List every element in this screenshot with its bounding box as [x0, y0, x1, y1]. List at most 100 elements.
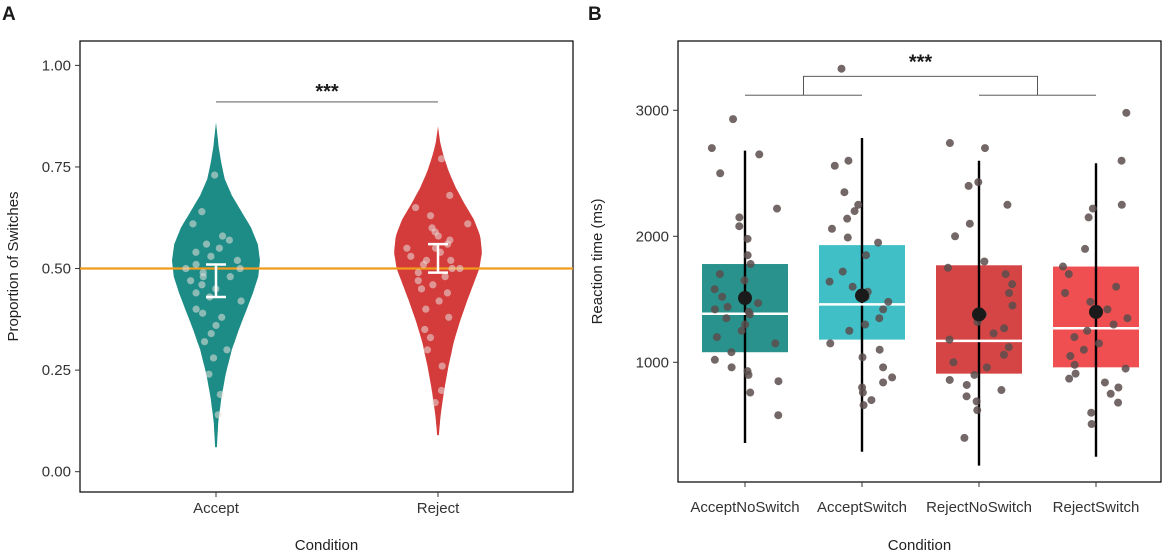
data-point	[825, 277, 834, 286]
data-point	[875, 314, 884, 323]
data-point	[1003, 200, 1012, 209]
data-point	[205, 370, 213, 378]
panel-a-letter: A	[2, 4, 16, 25]
data-point	[209, 354, 218, 362]
data-point	[744, 370, 753, 379]
data-point	[1079, 345, 1088, 354]
y-tick-label: 3000	[636, 102, 669, 119]
x-tick-label: RejectSwitch	[1053, 499, 1140, 516]
data-point	[716, 169, 725, 178]
data-point	[437, 386, 446, 395]
data-point	[837, 64, 846, 73]
panel-b: B 1000 2000 3000 AcceptNoSwitch AcceptSwitc…	[588, 4, 1162, 554]
data-point	[840, 188, 849, 197]
data-point	[212, 321, 220, 330]
panel-a-x-axis-title: Condition	[295, 537, 358, 554]
data-point	[884, 297, 893, 306]
data-point	[1106, 389, 1115, 398]
data-point	[1008, 280, 1017, 289]
data-point	[225, 236, 233, 244]
data-point	[421, 325, 429, 334]
data-point	[1094, 339, 1103, 348]
data-point	[199, 268, 207, 277]
data-point	[712, 333, 721, 342]
data-point	[1100, 378, 1109, 387]
data-point	[727, 348, 736, 357]
data-point	[848, 282, 857, 291]
data-point	[423, 346, 432, 354]
data-point	[951, 232, 960, 241]
y-tick-label: 0.25	[42, 362, 71, 379]
y-tick-label: 1000	[636, 354, 669, 371]
data-point	[949, 358, 958, 367]
data-point	[1008, 301, 1017, 310]
data-point	[973, 406, 982, 415]
x-tick-label: AcceptNoSwitch	[690, 499, 799, 516]
data-point	[1121, 364, 1130, 373]
data-point	[754, 299, 763, 308]
y-tick-label: 0.75	[42, 159, 71, 176]
data-point	[830, 161, 839, 170]
data-point	[710, 285, 719, 294]
data-point	[236, 264, 244, 273]
data-point	[435, 297, 443, 305]
panel-b-frame	[677, 40, 1162, 483]
data-point	[715, 270, 724, 279]
data-point	[874, 238, 883, 247]
data-point	[827, 224, 836, 233]
data-point	[1000, 324, 1009, 333]
data-point	[1087, 408, 1096, 417]
data-point	[1114, 383, 1123, 392]
data-point	[429, 281, 437, 289]
data-point	[1123, 314, 1132, 323]
data-point	[722, 314, 731, 323]
data-point	[443, 289, 452, 297]
data-point	[189, 220, 197, 228]
data-point	[426, 212, 435, 220]
data-point	[414, 268, 422, 277]
data-point	[875, 345, 884, 354]
data-point	[737, 326, 746, 335]
y-tick-label: 1.00	[42, 57, 71, 74]
data-point	[850, 207, 859, 216]
data-point	[1065, 374, 1074, 383]
data-point	[207, 329, 215, 338]
data-point	[964, 181, 973, 190]
x-tick-label: RejectNoSwitch	[926, 499, 1032, 516]
data-point	[861, 320, 870, 329]
data-point	[771, 339, 780, 348]
data-point	[445, 313, 453, 321]
mean-point	[855, 288, 869, 303]
data-point	[743, 234, 752, 243]
data-point	[1005, 289, 1014, 297]
data-point	[826, 339, 835, 348]
data-point	[446, 191, 454, 199]
data-point	[1081, 244, 1090, 253]
data-point	[233, 256, 241, 265]
data-point	[431, 399, 439, 407]
data-point	[980, 144, 989, 153]
data-point	[735, 222, 744, 231]
data-point	[879, 363, 888, 372]
data-point	[192, 305, 200, 313]
data-point	[1084, 213, 1093, 222]
x-tick-label: Accept	[193, 500, 240, 517]
data-point	[741, 320, 750, 329]
data-point	[843, 214, 852, 223]
data-point	[1064, 270, 1073, 279]
data-point	[962, 392, 971, 401]
data-point	[746, 388, 755, 397]
data-point	[447, 256, 455, 265]
data-point	[437, 155, 446, 163]
data-point	[411, 203, 420, 212]
data-point	[999, 350, 1008, 359]
panel-b-y-axis-title: Reaction time (ms)	[589, 199, 606, 325]
data-point	[974, 178, 983, 187]
data-point	[456, 264, 464, 273]
data-point	[727, 363, 736, 372]
data-point	[1122, 108, 1131, 117]
data-point	[879, 378, 888, 387]
data-point	[1058, 262, 1067, 271]
data-point	[1066, 352, 1075, 360]
